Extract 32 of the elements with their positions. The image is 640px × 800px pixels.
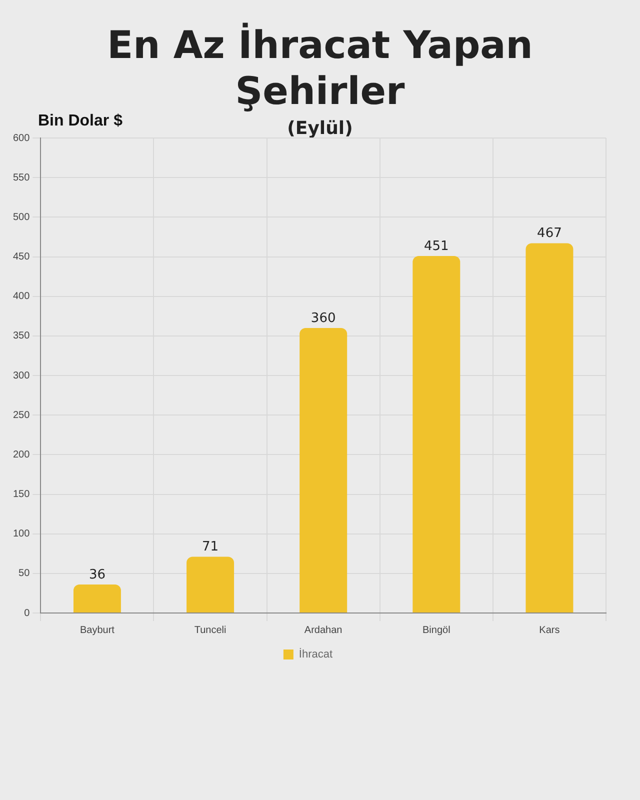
y-tick-label: 300 [12,370,30,382]
y-tick-label: 0 [24,608,30,619]
y-tick-label: 600 [12,132,30,144]
y-tick-label: 150 [12,489,30,500]
bar [412,256,460,612]
data-label: 467 [537,226,562,242]
data-label: 71 [202,540,219,555]
x-tick-label: Bingöl [422,624,450,636]
x-tick-label: Kars [539,624,560,636]
legend-label: İhracat [298,648,333,661]
y-tick-label: 400 [12,291,30,302]
y-tick-label: 500 [12,212,30,223]
y-tick-label: 200 [12,449,30,460]
x-tick-label: Bayburt [80,624,115,636]
y-tick-label: 100 [12,528,30,540]
chart-title: En Az İhracat Yapan Şehirler [106,22,534,114]
data-label: 451 [424,238,449,254]
data-label: 360 [310,310,336,326]
y-tick-label: 250 [12,410,30,421]
y-tick-label: 50 [18,568,30,580]
y-tick-label: 550 [12,172,30,184]
data-label: 36 [88,567,106,582]
bar [186,556,234,612]
x-tick-label: Ardahan [304,624,342,636]
bar [300,328,348,612]
chart-subtitle: (Eylül) [287,118,353,139]
bar [73,584,121,612]
y-tick-label: 350 [12,330,30,342]
y-tick-label: 450 [12,252,30,262]
y-axis-title: Bin Dolar $ [38,112,123,130]
x-tick-label: Tunceli [194,624,226,636]
bar [526,243,574,612]
